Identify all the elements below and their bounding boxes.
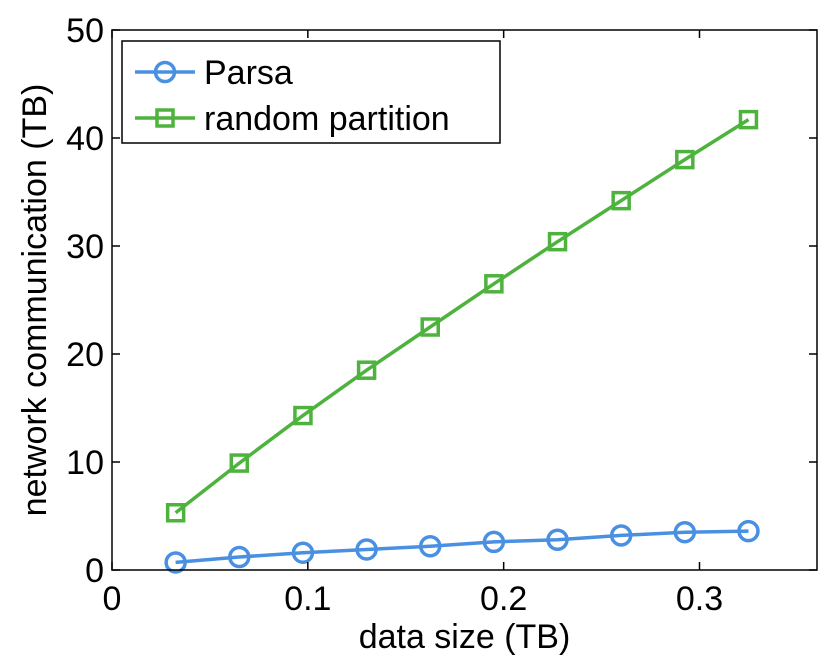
- data-point: [546, 528, 569, 552]
- y-tick-label: 20: [66, 336, 104, 374]
- legend-label: random partition: [204, 100, 450, 138]
- x-tick-label: 0.3: [676, 580, 723, 618]
- data-point: [738, 109, 759, 130]
- x-tick-label: 0: [103, 580, 122, 618]
- axis-ticks: 0 0.1 0.2 0.3 0 10 20 30 40 50: [66, 12, 817, 618]
- data-point: [418, 534, 442, 558]
- legend-entry: random partition: [135, 100, 450, 138]
- data-point: [356, 360, 377, 380]
- data-point: [611, 190, 631, 211]
- y-tick-label: 30: [66, 228, 104, 266]
- y-tick-label: 40: [66, 120, 104, 158]
- y-tick-label: 0: [85, 552, 104, 590]
- y-axis-label: network communication (TB): [16, 84, 54, 517]
- chart-marks: [164, 109, 760, 574]
- legend-entry: Parsa: [135, 54, 293, 92]
- data-point: [737, 519, 760, 543]
- data-point: [547, 231, 568, 252]
- legend-box: [121, 40, 501, 144]
- data-point: [291, 541, 315, 564]
- series-line: [175, 529, 749, 565]
- data-point: [228, 545, 251, 569]
- data-point: [355, 538, 378, 561]
- y-tick-label: 10: [66, 444, 104, 482]
- y-tick-label: 50: [66, 12, 104, 50]
- legend: Parsa random partition: [121, 40, 501, 144]
- x-axis-label: data size (TB): [359, 618, 571, 656]
- data-point: [164, 551, 187, 574]
- data-point: [675, 149, 695, 170]
- data-point: [420, 317, 440, 337]
- plot-frame: [111, 29, 818, 571]
- x-tick-label: 0.2: [480, 580, 527, 618]
- series-line: [174, 118, 750, 515]
- series-parsa: [164, 519, 760, 574]
- legend-label: Parsa: [204, 54, 293, 92]
- data-point: [484, 274, 504, 294]
- data-point: [609, 524, 633, 547]
- x-tick-label: 0.1: [284, 580, 331, 618]
- data-point: [482, 530, 506, 554]
- data-point: [165, 503, 186, 523]
- data-point: [293, 405, 313, 426]
- series-random-partition: [165, 109, 759, 523]
- data-point: [153, 60, 177, 84]
- data-point: [673, 520, 697, 544]
- data-point: [229, 453, 250, 473]
- data-point: [155, 108, 175, 128]
